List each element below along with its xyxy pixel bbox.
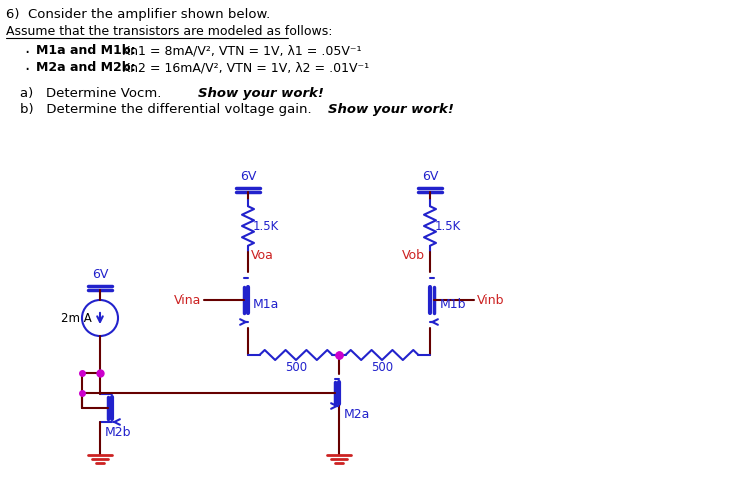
Text: M1a: M1a xyxy=(253,298,279,312)
Text: ·: · xyxy=(24,44,29,62)
Text: Vinb: Vinb xyxy=(477,293,504,306)
Text: a)   Determine Vocm.: a) Determine Vocm. xyxy=(20,87,170,100)
Text: 6)  Consider the amplifier shown below.: 6) Consider the amplifier shown below. xyxy=(6,8,270,21)
Text: Show your work!: Show your work! xyxy=(328,103,454,116)
Text: Voa: Voa xyxy=(251,249,274,262)
Text: Assume that the transistors are modeled as follows:: Assume that the transistors are modeled … xyxy=(6,25,333,38)
Text: Kn1 = 8mA/V², VTN = 1V, λ1 = .05V⁻¹: Kn1 = 8mA/V², VTN = 1V, λ1 = .05V⁻¹ xyxy=(114,44,362,57)
Text: M1b: M1b xyxy=(440,298,466,312)
Text: M1a and M1b:: M1a and M1b: xyxy=(36,44,136,57)
Text: M2b: M2b xyxy=(105,426,132,439)
Text: 500: 500 xyxy=(285,361,307,374)
Text: 6V: 6V xyxy=(422,170,438,183)
Text: ·: · xyxy=(24,61,29,79)
Text: Vob: Vob xyxy=(402,249,425,262)
Text: 6V: 6V xyxy=(92,268,108,281)
Text: Show your work!: Show your work! xyxy=(198,87,324,100)
Text: Kn2 = 16mA/V², VTN = 1V, λ2 = .01V⁻¹: Kn2 = 16mA/V², VTN = 1V, λ2 = .01V⁻¹ xyxy=(114,61,369,74)
Text: M2a: M2a xyxy=(344,408,371,421)
Text: 6V: 6V xyxy=(240,170,256,183)
Text: Vina: Vina xyxy=(174,293,201,306)
Text: 1.5K: 1.5K xyxy=(253,219,279,232)
Text: 2m A: 2m A xyxy=(61,312,92,325)
Text: M2a and M2b:: M2a and M2b: xyxy=(36,61,136,74)
Text: 1.5K: 1.5K xyxy=(435,219,461,232)
Text: 500: 500 xyxy=(371,361,393,374)
Text: b)   Determine the differential voltage gain.: b) Determine the differential voltage ga… xyxy=(20,103,320,116)
